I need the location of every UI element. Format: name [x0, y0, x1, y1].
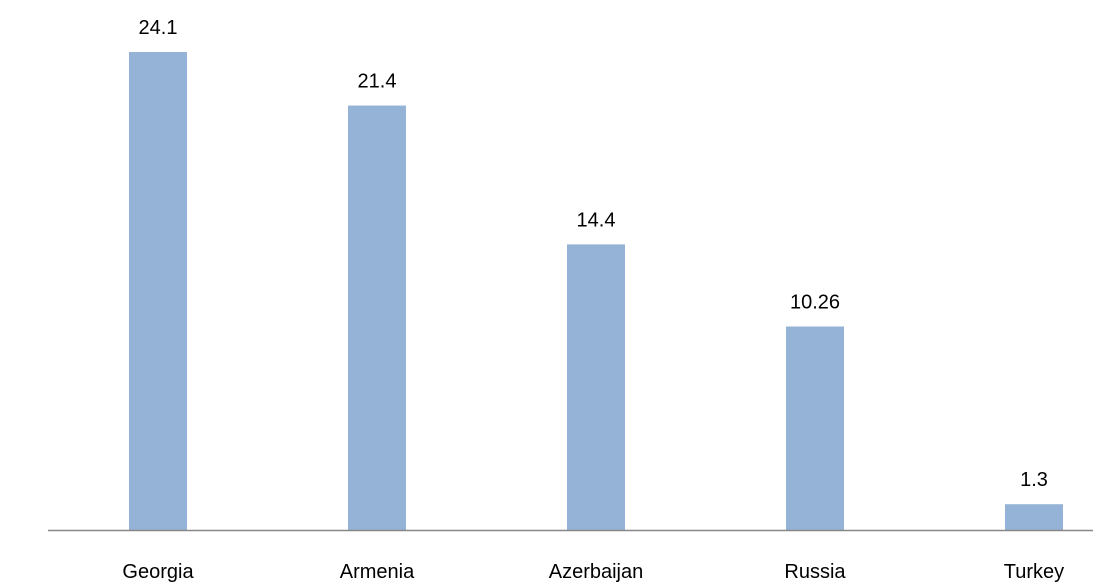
- bars-group: [129, 52, 1063, 530]
- category-label-azerbaijan: Azerbaijan: [549, 561, 644, 583]
- category-labels-group: Georgia Armenia Azerbaijan Russia Turkey: [122, 561, 1064, 583]
- bar-turkey: [1005, 504, 1063, 530]
- value-label-georgia: 24.1: [139, 17, 178, 39]
- bar-armenia: [348, 105, 406, 530]
- value-label-turkey: 1.3: [1020, 469, 1048, 491]
- bar-georgia: [129, 52, 187, 530]
- value-label-russia: 10.26: [790, 292, 840, 314]
- category-label-russia: Russia: [784, 561, 846, 583]
- bar-russia: [786, 326, 844, 530]
- value-label-azerbaijan: 14.4: [577, 209, 616, 231]
- category-label-armenia: Armenia: [340, 561, 415, 583]
- value-label-armenia: 21.4: [358, 71, 397, 93]
- category-label-georgia: Georgia: [122, 561, 194, 583]
- category-label-turkey: Turkey: [1004, 561, 1064, 583]
- bar-azerbaijan: [567, 244, 625, 530]
- value-labels-group: 24.1 21.4 14.4 10.26 1.3: [139, 17, 1048, 491]
